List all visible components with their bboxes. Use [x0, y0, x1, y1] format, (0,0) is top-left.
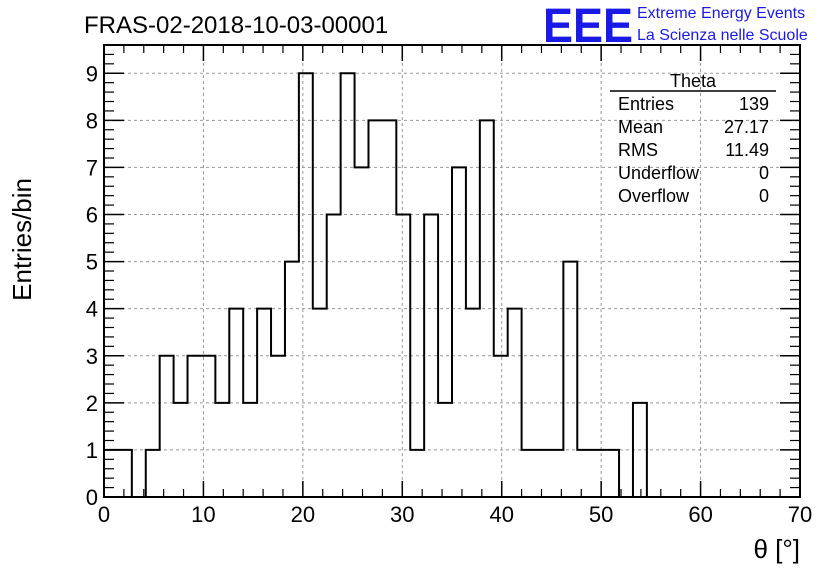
x-tick-label: 20 [291, 502, 315, 527]
stats-label-overflow: Overflow [618, 186, 690, 206]
y-tick-label: 2 [86, 391, 98, 416]
stats-value-underflow: 0 [759, 163, 769, 183]
y-tick-label: 1 [86, 438, 98, 463]
stats-label-underflow: Underflow [618, 163, 700, 183]
y-tick-labels: 0 1 2 3 4 5 6 7 8 9 [86, 61, 98, 510]
y-tick-label: 8 [86, 108, 98, 133]
axis-ticks [103, 44, 801, 498]
y-tick-label: 9 [86, 61, 98, 86]
logo-line1: Extreme Energy Events [637, 5, 805, 22]
x-tick-label: 40 [489, 502, 513, 527]
x-tick-label: 50 [589, 502, 613, 527]
stats-value-entries: 139 [739, 94, 769, 114]
y-tick-label: 3 [86, 344, 98, 369]
stats-box: Theta Entries 139 Mean 27.17 RMS 11.49 U… [610, 71, 776, 206]
x-tick-label: 30 [390, 502, 414, 527]
y-tick-label: 0 [86, 485, 98, 510]
stats-title: Theta [670, 71, 717, 91]
stats-value-rms: 11.49 [725, 140, 769, 160]
x-tick-label: 70 [788, 502, 812, 527]
y-tick-label: 7 [86, 155, 98, 180]
stats-value-overflow: 0 [759, 186, 769, 206]
y-axis-label: Entries/bin [7, 178, 37, 301]
y-tick-label: 6 [86, 203, 98, 228]
stats-label-entries: Entries [618, 94, 674, 114]
x-axis-label: θ [°] [753, 534, 800, 564]
y-tick-label: 4 [86, 297, 98, 322]
x-tick-label: 0 [98, 502, 110, 527]
stats-label-mean: Mean [618, 117, 663, 137]
logo-line2: La Scienza nelle Scuole [637, 27, 808, 44]
chart-title: FRAS-02-2018-10-03-00001 [84, 12, 388, 39]
eee-logo: EEE Extreme Energy Events La Scienza nel… [543, 0, 808, 53]
histogram-line [103, 72, 800, 498]
stats-value-mean: 27.17 [724, 117, 769, 137]
x-tick-label: 10 [191, 502, 215, 527]
x-tick-labels: 0 10 20 30 40 50 60 70 [98, 502, 812, 527]
x-tick-label: 60 [688, 502, 712, 527]
y-tick-label: 5 [86, 250, 98, 275]
stats-label-rms: RMS [618, 140, 658, 160]
